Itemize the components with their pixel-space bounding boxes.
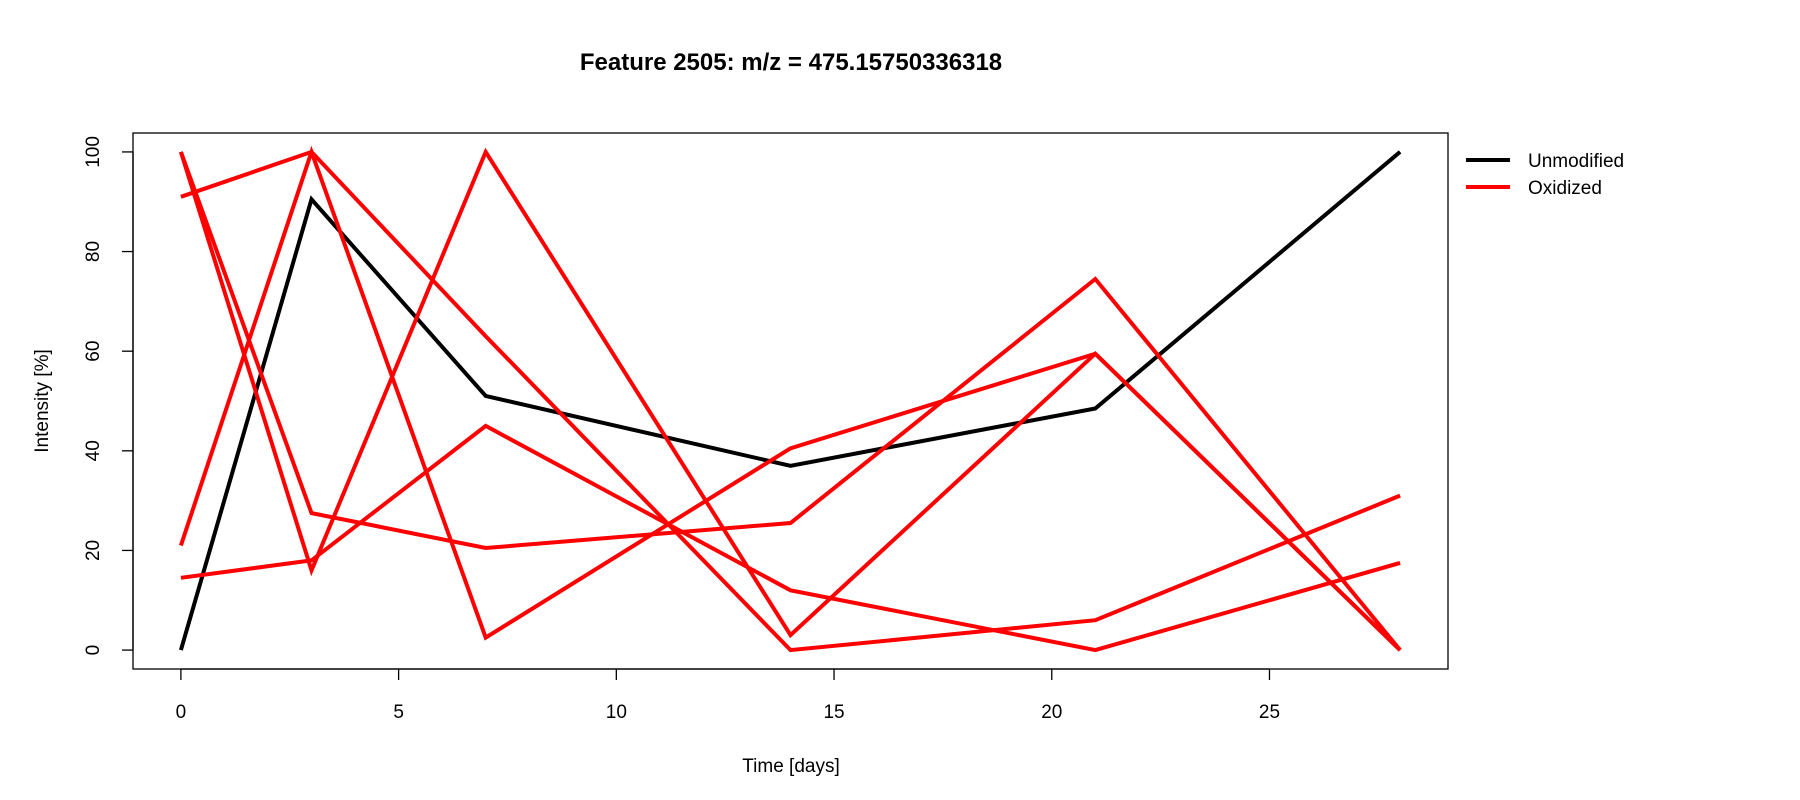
y-tick-label: 100 — [83, 136, 104, 168]
y-tick-label: 40 — [83, 440, 104, 461]
x-tick-label: 15 — [823, 702, 844, 723]
series-line-oxidized-1 — [178, 147, 1402, 652]
series-layer — [178, 145, 1402, 653]
y-axis-label: Intensity [%] — [32, 349, 53, 453]
x-tick-label: 20 — [1041, 702, 1062, 723]
y-tick-label: 80 — [83, 241, 104, 262]
series-line-oxidized-3 — [180, 423, 1401, 653]
x-axis: 0 5 10 15 20 25 — [176, 668, 1280, 723]
y-tick-label: 0 — [83, 645, 104, 656]
x-tick-label: 10 — [606, 702, 627, 723]
x-tick-label: 0 — [176, 702, 187, 723]
x-tick-label: 25 — [1259, 702, 1280, 723]
series-line-unmodified-0 — [178, 150, 1402, 651]
legend: Unmodified Oxidized — [1466, 151, 1624, 199]
legend-label-oxidized: Oxidized — [1528, 178, 1602, 199]
y-tick-label: 60 — [83, 341, 104, 362]
legend-label-unmodified: Unmodified — [1528, 151, 1624, 172]
y-tick-label: 20 — [83, 540, 104, 561]
series-line-oxidized-5 — [179, 151, 1402, 652]
x-axis-label: Time [days] — [742, 756, 840, 777]
x-tick-label: 5 — [393, 702, 404, 723]
chart-title: Feature 2505: m/z = 475.15750336318 — [580, 49, 1002, 76]
y-axis: 0 20 40 60 80 100 — [83, 136, 134, 656]
series-line-oxidized-4 — [179, 145, 1402, 652]
series-line-oxidized-2 — [180, 149, 1401, 653]
